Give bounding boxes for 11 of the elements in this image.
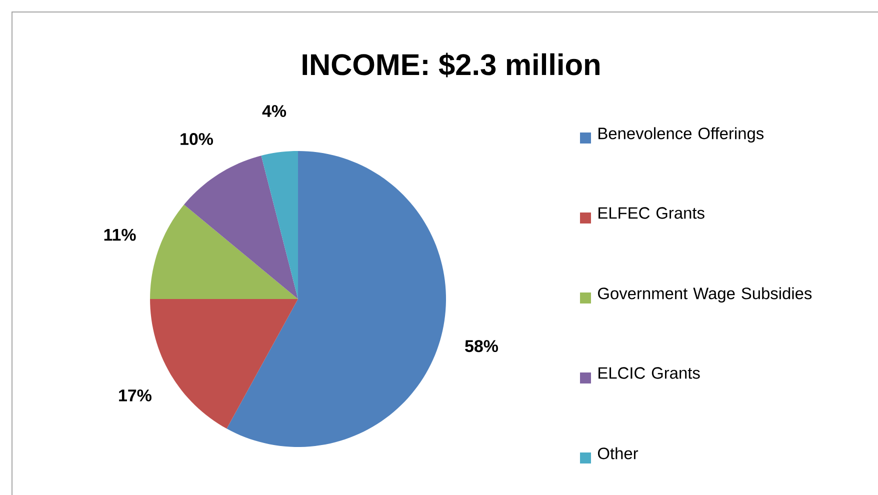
data-label: 4% [262, 105, 286, 117]
data-label: 10% [180, 133, 213, 146]
legend-label: Government Wage Subsidies [598, 287, 812, 303]
legend-label: ELFEC Grants [598, 207, 704, 219]
legend-label: Other [598, 447, 638, 460]
legend-label: Benevolence Offerings [598, 127, 764, 143]
data-label: 11% [104, 228, 136, 241]
data-label: 17% [119, 389, 152, 402]
chart-title: INCOME: $2.3 million [302, 52, 600, 78]
data-label: 58% [465, 340, 498, 352]
legend-label: ELCIC Grants [598, 367, 700, 379]
